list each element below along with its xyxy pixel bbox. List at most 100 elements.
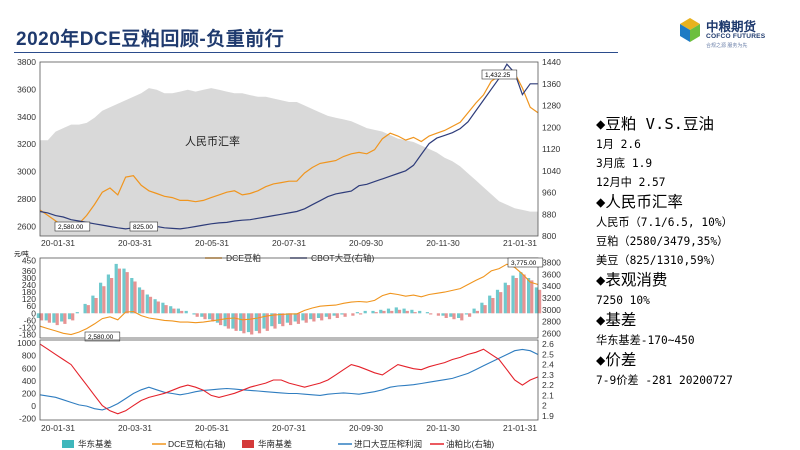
huadong-basis-bar [394, 307, 398, 314]
huanan-basis-bar [320, 313, 324, 321]
huadong-basis-bar [114, 263, 118, 314]
panel3-left-tick-label: 400 [22, 376, 36, 386]
huanan-basis-bar [40, 313, 44, 321]
panel3-left-tick-label: 200 [22, 389, 36, 399]
section-heading: ◆豆粕 V.S.豆油 [596, 115, 714, 133]
huanan-basis-bar [327, 313, 332, 320]
huadong-basis-bar [464, 313, 468, 315]
huanan-basis-bar [359, 313, 363, 315]
huadong-basis-bar [309, 313, 313, 320]
panel2-left-tick-label: -180 [19, 329, 36, 339]
huadong-basis-bar [316, 313, 321, 318]
huanan-basis-bar [405, 310, 409, 314]
huanan-basis-bar [343, 313, 347, 317]
huanan-basis-bar [242, 313, 246, 334]
huanan-basis-bar [226, 313, 230, 329]
huadong-basis-bar [301, 313, 305, 321]
huadong-basis-bar [44, 313, 48, 321]
title-divider [14, 52, 618, 53]
huadong-basis-bar [99, 282, 103, 314]
panel2-left-tick-label: -120 [19, 322, 36, 332]
huadong-basis-bar [503, 282, 507, 314]
panel3-right-tick-label: 2.2 [542, 380, 554, 390]
huanan-basis-bar [382, 310, 386, 314]
panel2-frame [39, 257, 539, 339]
huanan-basis-bar [281, 313, 285, 327]
huanan-basis-bar [452, 313, 456, 320]
huadong-basis-bar [340, 313, 344, 315]
panel3-left-tick-label: -200 [19, 414, 36, 424]
huanan-basis-bar [125, 272, 129, 314]
huanan-basis-bar [351, 313, 355, 316]
panel2-left-tick-label: -60 [24, 315, 37, 325]
huadong-basis-bar [161, 302, 165, 314]
panel1-x-tick-label: 20-01-31 [41, 238, 75, 248]
annotation-p2-high-box [507, 257, 544, 268]
huanan-basis-bar [506, 285, 511, 314]
huanan-basis-bar [47, 313, 51, 323]
huadong-basis-bar [285, 313, 289, 323]
panel2-unit-label: 元/吨 [14, 249, 29, 258]
panel3-right-tick-label: 2.1 [542, 390, 554, 400]
huadong-basis-bar [169, 306, 173, 314]
huanan-basis-bar [444, 313, 448, 318]
panel1-right-tick-label: 1360 [542, 79, 561, 89]
logo-tagline: 合规之源 服务为先 [706, 43, 748, 49]
huadong-basis-bar [200, 313, 204, 317]
huanan-basis-bar [429, 313, 433, 315]
huanan-basis-bar [304, 313, 308, 323]
panel1-right-tick-label: 880 [542, 209, 556, 219]
huanan-basis-bar [460, 313, 464, 321]
rmb-area [40, 88, 538, 236]
huanan-basis-bar [273, 313, 277, 329]
huadong-basis-bar [363, 310, 367, 314]
section-line: 美豆（825/1310,59%） [596, 254, 722, 267]
huanan-basis-bar [63, 313, 67, 324]
panel3-left-tick-label: 0 [31, 401, 36, 411]
panel3-right-tick-label: 2.3 [542, 370, 554, 380]
huadong-basis-bar [36, 313, 40, 318]
panel2-left-tick-label: 120 [22, 294, 36, 304]
huadong-basis-bar [332, 313, 336, 316]
huanan-basis-bar [397, 309, 402, 314]
annotation-low: 2,580.00 [58, 224, 84, 231]
huadong-basis-bar [371, 310, 375, 314]
huanan-basis-bar [483, 305, 487, 314]
panel2-left-tick-label: 360 [22, 266, 36, 276]
panel3-x-tick-label: 21-01-31 [503, 423, 537, 433]
huadong-basis-bar [511, 275, 515, 314]
huanan-basis-bar [55, 313, 59, 326]
logo-name: 中粮期货 [706, 20, 757, 34]
huanan-basis-bar [102, 286, 106, 314]
huadong-basis-bar [379, 309, 383, 314]
panel1-x-tick-label: 20-11-30 [426, 238, 460, 248]
panel2-left-tick-label: 0 [31, 308, 36, 318]
section-heading: ◆表观消费 [596, 271, 668, 289]
panel2-left-tick-label: 60 [27, 301, 37, 311]
panel1-right-tick-label: 1280 [542, 101, 561, 111]
panel1-left-tick-label: 3000 [17, 167, 36, 177]
huadong-basis-bar [60, 313, 64, 322]
huadong-basis-bar [231, 313, 235, 329]
huanan-basis-bar [538, 289, 542, 314]
annotation-cbot-low-box [129, 221, 158, 232]
huadong-basis-bar [75, 312, 79, 314]
section-heading: ◆基差 [596, 311, 637, 329]
huadong-basis-bar [52, 313, 56, 323]
huadong-basis-bar [67, 313, 72, 320]
huanan-basis-bar [141, 289, 145, 314]
huadong-basis-bar [246, 313, 251, 333]
huanan-basis-bar [250, 313, 254, 335]
huanan-basis-bar [530, 280, 534, 314]
huanan-basis-bar [234, 313, 238, 331]
panel3-x-tick-label: 20-09-30 [349, 423, 383, 433]
huanan-basis-bar [71, 313, 75, 321]
huadong-basis-bar [441, 313, 445, 316]
huadong-basis-bar [386, 308, 391, 314]
panel1-right-tick-label: 800 [542, 231, 556, 241]
dce-soymeal-line [39, 69, 539, 230]
huadong-basis-bar [472, 308, 476, 314]
huadong-basis-bar [270, 313, 274, 327]
huanan-basis-bar [110, 278, 114, 314]
annotation-cbot-low: 825.00 [133, 224, 153, 231]
